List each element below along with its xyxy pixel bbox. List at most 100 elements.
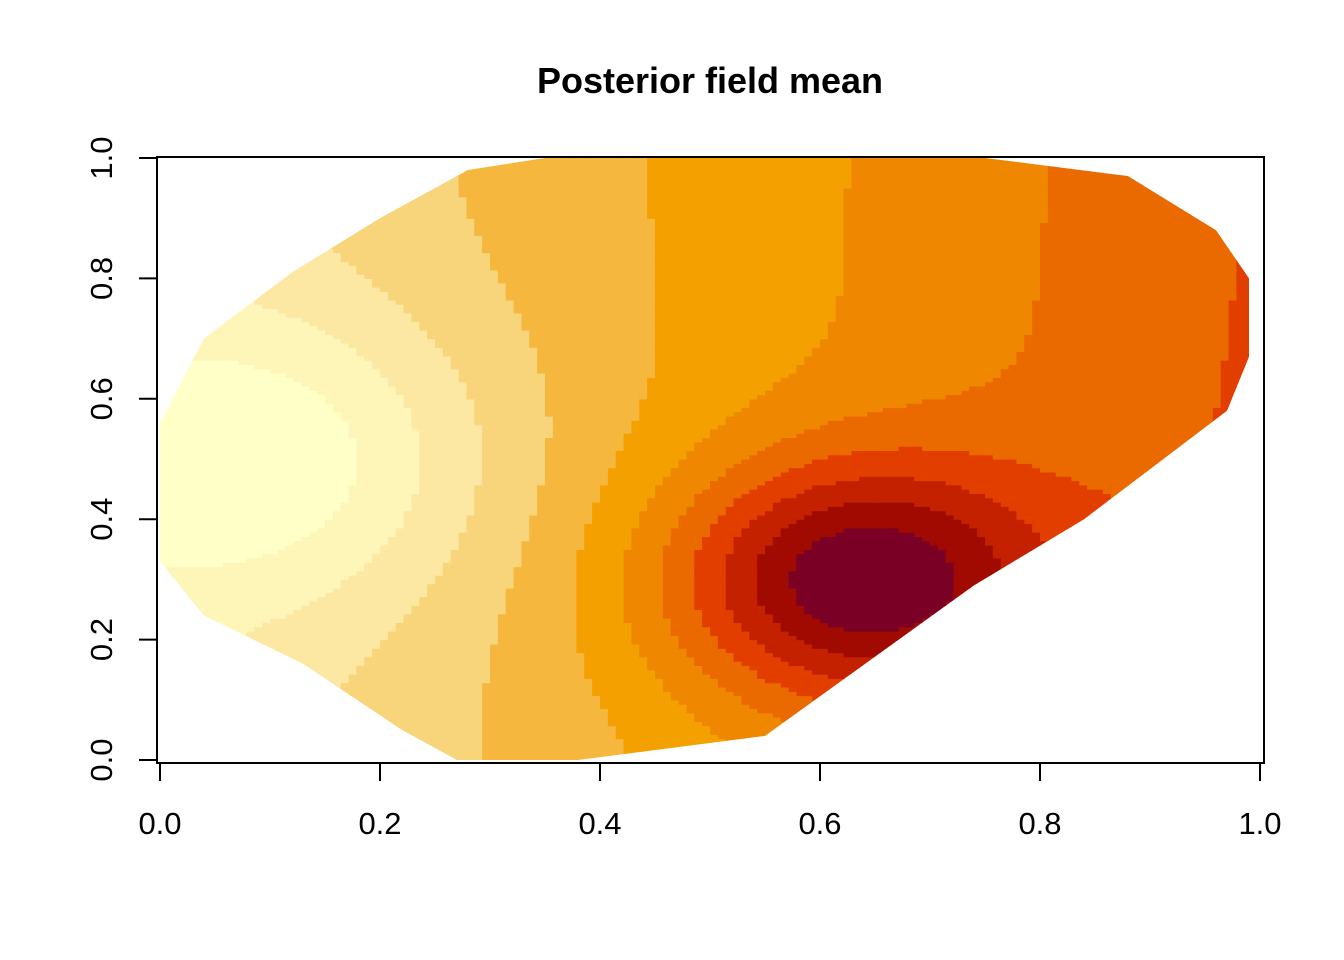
field-cell (325, 338, 334, 344)
field-cell (301, 721, 310, 727)
field-cell (246, 596, 255, 602)
field-cell (395, 631, 405, 636)
field-cell (285, 656, 295, 662)
field-cell (372, 239, 381, 245)
field-cell (332, 201, 342, 206)
field-cell (427, 557, 436, 563)
field-cell (222, 291, 232, 297)
field-cell (395, 635, 405, 641)
field-cell (317, 381, 326, 387)
field-cell (403, 725, 413, 731)
field-cell (317, 583, 326, 589)
field-cell (372, 278, 381, 284)
field-cell (167, 330, 177, 335)
field-cell (356, 562, 365, 568)
field-cell (387, 665, 397, 671)
field-cell (254, 403, 263, 408)
field-cell (262, 717, 271, 722)
field-cell (230, 162, 240, 168)
field-cell (207, 717, 216, 722)
field-cell (427, 510, 436, 516)
field-cell (325, 192, 334, 198)
field-cell (270, 278, 279, 284)
field-cell (246, 330, 255, 335)
field-cell (427, 188, 436, 193)
field-cell (254, 467, 263, 473)
field-cell (427, 256, 436, 262)
field-cell (325, 317, 334, 322)
field-cell (348, 484, 358, 490)
field-cell (411, 317, 420, 322)
field-cell (364, 265, 373, 271)
field-cell (277, 437, 287, 443)
field-cell (309, 385, 318, 391)
field-cell (387, 209, 397, 215)
field-cell (285, 334, 295, 340)
field-cell (160, 588, 169, 593)
field-cell (419, 321, 428, 327)
field-cell (356, 708, 365, 714)
field-cell (215, 648, 224, 654)
field-cell (199, 342, 208, 348)
field-cell (262, 433, 271, 439)
field-cell (183, 295, 193, 301)
field-cell (340, 459, 350, 464)
field-cell (356, 519, 365, 525)
field-cell (270, 196, 279, 202)
field-cell (215, 295, 224, 301)
field-cell (372, 201, 381, 206)
field-cell (348, 463, 358, 469)
field-cell (301, 433, 310, 439)
field-cell (285, 364, 295, 370)
field-cell (356, 325, 365, 331)
field-cell (246, 360, 255, 365)
field-cell (293, 394, 303, 400)
field-cell (340, 631, 350, 636)
field-cell (215, 424, 224, 430)
field-cell (387, 351, 397, 357)
field-cell (191, 639, 200, 645)
field-cell (309, 682, 318, 688)
field-cell (356, 613, 365, 619)
field-cell (199, 471, 208, 477)
field-cell (262, 635, 271, 641)
field-cell (332, 682, 342, 688)
field-cell (372, 403, 381, 408)
field-cell (411, 613, 420, 619)
field-cell (395, 639, 405, 645)
field-cell (403, 261, 413, 267)
field-cell (167, 312, 177, 318)
field-cell (293, 308, 303, 314)
field-cell (419, 588, 428, 593)
field-cell (325, 256, 334, 262)
field-cell (191, 441, 200, 447)
field-cell (411, 682, 420, 688)
field-cell (270, 226, 279, 232)
field-cell (411, 360, 420, 365)
field-cell (191, 317, 200, 322)
field-cell (167, 523, 177, 529)
field-cell (285, 235, 295, 241)
field-cell (356, 648, 365, 654)
field-cell (246, 742, 255, 748)
field-cell (372, 179, 381, 185)
field-cell (325, 218, 334, 224)
field-cell (293, 652, 303, 658)
field-cell (207, 506, 216, 512)
field-cell (387, 476, 397, 482)
field-cell (411, 304, 420, 310)
field-cell (277, 459, 287, 464)
field-cell (293, 609, 303, 615)
field-cell (175, 278, 185, 284)
field-cell (277, 269, 287, 275)
field-cell (262, 592, 271, 598)
field-cell (317, 188, 326, 193)
field-cell (285, 385, 295, 391)
field-cell (387, 523, 397, 529)
field-cell (175, 317, 185, 322)
field-cell (215, 317, 224, 322)
field-cell (160, 269, 169, 275)
field-cell (332, 738, 342, 744)
field-cell (246, 553, 255, 559)
field-cell (183, 652, 193, 658)
